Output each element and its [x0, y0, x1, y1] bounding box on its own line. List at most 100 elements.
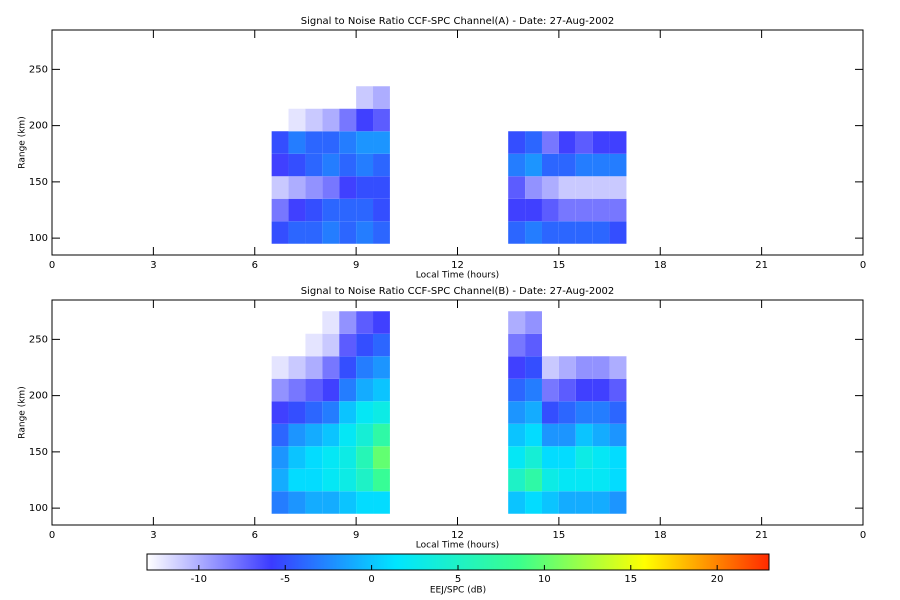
heat-cell: [609, 378, 627, 402]
heat-cell: [508, 198, 526, 222]
heat-cell: [356, 468, 374, 492]
heat-cell: [592, 491, 610, 514]
heat-cell: [356, 153, 374, 177]
heat-cell: [525, 401, 542, 424]
heat-cell: [541, 153, 559, 177]
heat-cell: [558, 153, 576, 177]
heat-cell: [356, 401, 374, 424]
heat-cell: [525, 356, 542, 379]
colorbar-label: EEJ/SPC (dB): [430, 586, 486, 596]
heat-cell: [288, 378, 306, 402]
heat-cell: [575, 378, 593, 402]
y-tick-label: 200: [29, 121, 48, 132]
heat-cell: [356, 378, 374, 402]
heat-cell: [373, 423, 390, 447]
heat-cell: [288, 198, 306, 222]
heat-cell: [592, 356, 610, 379]
heat-cell: [322, 311, 340, 334]
y-tick-label: 250: [29, 64, 48, 75]
heat-cell: [373, 401, 390, 424]
heat-cell: [305, 108, 323, 132]
chart-title: Signal to Noise Ratio CCF-SPC Channel(B)…: [301, 286, 615, 297]
heat-cell: [558, 356, 576, 379]
heat-cell: [508, 311, 526, 334]
heat-cell: [288, 221, 306, 244]
heat-cell: [322, 153, 340, 177]
heat-cell: [525, 378, 542, 402]
heat-cell: [525, 176, 542, 199]
y-tick-label: 200: [29, 391, 48, 402]
heat-cell: [322, 423, 340, 447]
heat-cell: [322, 221, 340, 244]
heat-cell: [288, 153, 306, 177]
heat-cell: [373, 86, 390, 109]
heat-cell: [288, 131, 306, 154]
heat-cell: [373, 198, 390, 222]
heat-cell: [339, 221, 357, 244]
heat-cell: [525, 221, 542, 244]
heat-cell: [271, 468, 289, 492]
heat-cell: [271, 356, 289, 379]
heat-cell: [525, 198, 542, 222]
heat-cell: [508, 333, 526, 357]
heat-cell: [541, 423, 559, 447]
heat-cell: [339, 176, 357, 199]
heat-cell: [373, 378, 390, 402]
heat-cell: [575, 446, 593, 469]
heat-cell: [609, 446, 627, 469]
heat-cell: [305, 333, 323, 357]
colorbar-tick-label: 15: [624, 574, 637, 585]
heat-cell: [356, 198, 374, 222]
heat-cell: [575, 176, 593, 199]
heat-cell: [339, 108, 357, 132]
heat-cell: [373, 153, 390, 177]
heat-cell: [541, 378, 559, 402]
y-tick-label: 250: [29, 334, 48, 345]
heat-cell: [356, 176, 374, 199]
heat-cell: [271, 221, 289, 244]
x-tick-label: 15: [553, 530, 566, 541]
heat-cell: [356, 86, 374, 109]
plot-frame: [51, 299, 864, 526]
x-tick-label: 9: [353, 260, 359, 271]
heat-cell: [541, 131, 559, 154]
heat-cell: [592, 131, 610, 154]
heat-cell: [558, 378, 576, 402]
heat-cell: [339, 333, 357, 357]
heat-cell: [339, 423, 357, 447]
heat-cell: [525, 311, 542, 334]
y-axis-label: Range (km): [18, 386, 28, 438]
heat-cell: [339, 401, 357, 424]
heat-cell: [271, 491, 289, 514]
heat-cell: [525, 446, 542, 469]
heat-cell: [592, 153, 610, 177]
heat-cell: [356, 131, 374, 154]
heat-cell: [271, 176, 289, 199]
heat-cell: [305, 401, 323, 424]
heat-cell: [322, 176, 340, 199]
heat-cell: [305, 423, 323, 447]
heat-cell: [322, 378, 340, 402]
heat-cell: [558, 401, 576, 424]
x-tick-label: 0: [49, 260, 55, 271]
heat-cell: [373, 491, 390, 514]
heat-cell: [322, 468, 340, 492]
heat-cell: [558, 446, 576, 469]
heat-cell: [356, 311, 374, 334]
heat-cell: [541, 401, 559, 424]
heat-cell: [356, 446, 374, 469]
heat-cell: [305, 131, 323, 154]
x-tick-label: 3: [150, 530, 156, 541]
colorbar-tick-label: 0: [368, 574, 374, 585]
heat-cell: [558, 176, 576, 199]
heat-cell: [339, 356, 357, 379]
heat-cell: [609, 198, 627, 222]
heat-cell: [322, 491, 340, 514]
heat-cell: [373, 333, 390, 357]
plot-frame: [51, 29, 864, 256]
heat-cell: [288, 468, 306, 492]
heat-cell: [541, 356, 559, 379]
heat-cell: [592, 446, 610, 469]
y-tick-label: 150: [29, 447, 48, 458]
